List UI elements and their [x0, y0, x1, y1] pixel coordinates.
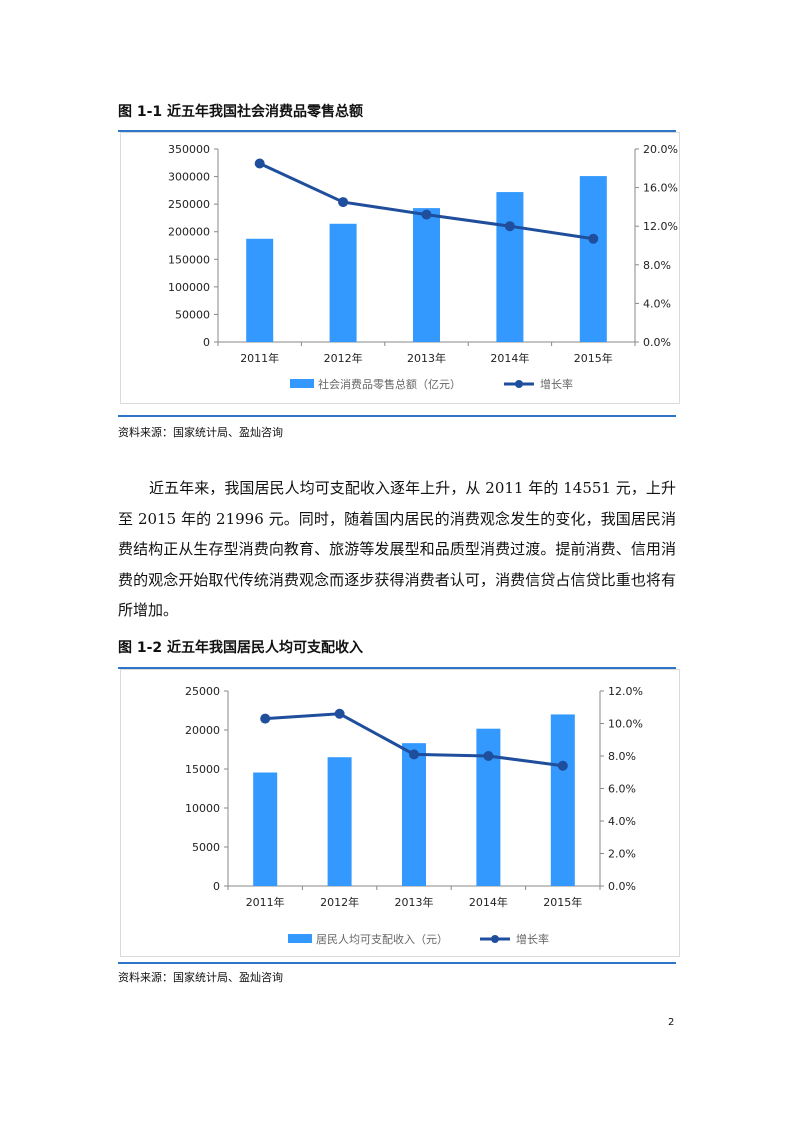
figure1-top-rule	[118, 130, 676, 132]
chart1-x-tick-label: 2013年	[407, 351, 446, 365]
figure2-top-rule	[118, 667, 676, 669]
chart2-legend-bar-swatch	[288, 934, 312, 943]
chart1-y-right-tick-label: 0.0%	[643, 336, 671, 349]
chart2-frame	[120, 669, 680, 957]
chart1-legend-bar-label: 社会消费品零售总额（亿元）	[318, 377, 461, 391]
chart2-y-left-tick-label: 20000	[185, 724, 220, 737]
chart1-growth-point	[254, 158, 265, 169]
chart1-y-right-tick-label: 12.0%	[643, 220, 678, 233]
figure2-source: 资料来源：国家统计局、盈灿咨询	[118, 971, 283, 984]
chart2-bar	[402, 743, 426, 886]
figure1-bottom-rule	[118, 415, 676, 417]
figure2-title: 图 1-2 近五年我国居民人均可支配收入	[118, 640, 364, 656]
chart1-y-left-tick-label: 0	[203, 336, 210, 349]
chart2-growth-point	[483, 751, 494, 761]
chart2-growth-point	[409, 749, 419, 760]
chart1-y-left-tick-label: 300000	[168, 171, 210, 184]
chart1-growth-point	[588, 233, 599, 244]
body-paragraph: 近五年来，我国居民人均可支配收入逐年上升，从 2011 年的 14551 元，上…	[118, 479, 676, 619]
figure1-source: 资料来源：国家统计局、盈灿咨询	[118, 426, 283, 439]
chart1-y-left-tick-label: 50000	[175, 308, 210, 321]
chart2-svg: 0 5000 10000 15000 20000 25000 0.0% 2.0% 4.0% 6.0…	[120, 669, 680, 957]
chart1-legend-line-label: 增长率	[540, 377, 573, 391]
chart2-bar	[550, 714, 575, 886]
chart2-legend-line-marker	[491, 935, 499, 943]
chart2-growth-point	[557, 760, 568, 771]
chart2-growth-point	[334, 708, 345, 719]
chart1-y-left-tick-label: 100000	[168, 281, 210, 294]
chart1-growth-point	[338, 197, 349, 208]
chart2: 0 5000 10000 15000 20000 25000 0.0% 2.0% 4.0% 6.0…	[120, 669, 680, 957]
chart2-y-right-tick-label: 4.0%	[608, 815, 636, 828]
figure2-bottom-rule	[118, 962, 676, 964]
chart2-y-right-tick-label: 6.0%	[608, 783, 636, 796]
chart1-legend-bar-swatch	[290, 379, 314, 388]
chart2-y-right-tick-label: 2.0%	[608, 848, 636, 861]
chart1-x-tick-label: 2014年	[490, 351, 529, 365]
chart1-y-right-tick-label: 16.0%	[643, 182, 678, 195]
chart1-bar	[496, 192, 524, 342]
chart2-x-tick-label: 2014年	[469, 895, 508, 909]
chart1-y-right-tick-label: 8.0%	[643, 259, 671, 272]
chart1-svg: 0 50000 100000 150000 200000 250000 300000 3500…	[120, 132, 680, 404]
chart1: 0 50000 100000 150000 200000 250000 300000 3500…	[120, 132, 680, 404]
chart2-legend-bar-label: 居民人均可支配收入（元）	[316, 932, 448, 946]
chart2-growth-point	[260, 713, 271, 724]
chart1-y-left-tick-label: 250000	[168, 198, 210, 211]
chart1-bar	[579, 176, 607, 342]
chart2-x-tick-label: 2012年	[320, 895, 359, 909]
chart2-bar	[253, 772, 278, 886]
chart1-y-left-tick-label: 350000	[168, 143, 210, 156]
chart1-y-right-tick-label: 4.0%	[643, 297, 671, 310]
chart2-y-right-tick-label: 8.0%	[608, 750, 636, 763]
chart2-x-tick-label: 2011年	[246, 895, 285, 909]
chart1-y-left-tick-label: 200000	[168, 226, 210, 239]
figure1-title: 图 1-1 近五年我国社会消费品零售总额	[118, 104, 364, 120]
chart1-x-tick-label: 2012年	[324, 351, 363, 365]
chart2-y-right-tick-label: 12.0%	[608, 685, 643, 698]
chart1-growth-point	[421, 209, 432, 220]
chart1-x-tick-label: 2015年	[574, 351, 613, 365]
chart2-legend-line-label: 增长率	[516, 932, 549, 946]
chart2-y-left-tick-label: 25000	[185, 685, 220, 698]
chart1-x-tick-label: 2011年	[240, 351, 279, 365]
chart1-frame	[120, 132, 680, 404]
chart1-bar	[246, 238, 274, 342]
chart2-x-tick-label: 2013年	[395, 895, 434, 909]
chart2-x-tick-label: 2015年	[543, 895, 582, 909]
chart1-bar	[329, 223, 357, 342]
chart1-legend-line-marker	[515, 380, 523, 388]
chart2-y-right-tick-label: 10.0%	[608, 718, 643, 731]
chart2-bar	[327, 757, 352, 886]
chart1-bar	[413, 208, 440, 342]
chart2-y-left-tick-label: 5000	[192, 841, 220, 854]
chart1-y-left-tick-label: 150000	[168, 253, 210, 266]
chart2-y-left-tick-label: 10000	[185, 802, 220, 815]
page-number: 2	[668, 1017, 675, 1028]
chart2-y-left-tick-label: 15000	[185, 763, 220, 776]
chart2-y-right-tick-label: 0.0%	[608, 880, 636, 893]
chart1-growth-point	[504, 221, 515, 232]
chart1-y-right-tick-label: 20.0%	[643, 143, 678, 156]
chart2-y-left-tick-label: 0	[213, 880, 220, 893]
